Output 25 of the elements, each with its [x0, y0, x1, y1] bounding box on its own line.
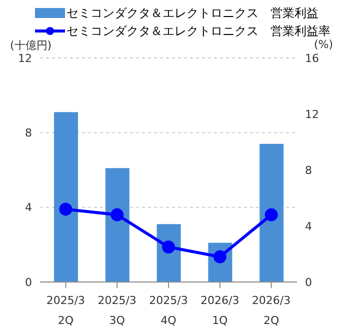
y2-tick-label: 8 — [305, 164, 312, 177]
y-tick-label: 8 — [25, 126, 32, 140]
point — [59, 202, 72, 216]
y2-axis-title: (%) — [314, 38, 333, 51]
point — [162, 240, 175, 254]
y2-tick-label: 16 — [305, 52, 319, 65]
legend-label: セミコンダクタ＆エレクトロニクス 営業利益率 — [66, 22, 330, 40]
x-tick-label: 2026/3 1Q — [200, 294, 240, 327]
legend-label: セミコンダクタ＆エレクトロニクス 営業利益 — [66, 4, 318, 22]
y2-tick-label: 12 — [305, 108, 319, 121]
point — [110, 208, 124, 222]
y-tick-label: 12 — [18, 52, 32, 65]
x-tick-label: 2025/3 4Q — [149, 294, 188, 327]
bar — [260, 144, 284, 282]
point — [264, 208, 278, 222]
y-tick-label: 4 — [25, 201, 32, 214]
y-axis-title: (十億円) — [10, 38, 52, 53]
x-tick-label: 2025/3 3Q — [98, 294, 136, 327]
bar — [105, 168, 130, 282]
bar — [54, 112, 78, 282]
y2-tick-label: 0 — [305, 276, 312, 289]
y2-tick-label: 4 — [305, 220, 312, 233]
x-tick-label: 2026/3 2Q — [252, 294, 291, 327]
x-tick-label: 2025/3 2Q — [46, 294, 86, 327]
y-tick-label: 0 — [25, 276, 32, 289]
